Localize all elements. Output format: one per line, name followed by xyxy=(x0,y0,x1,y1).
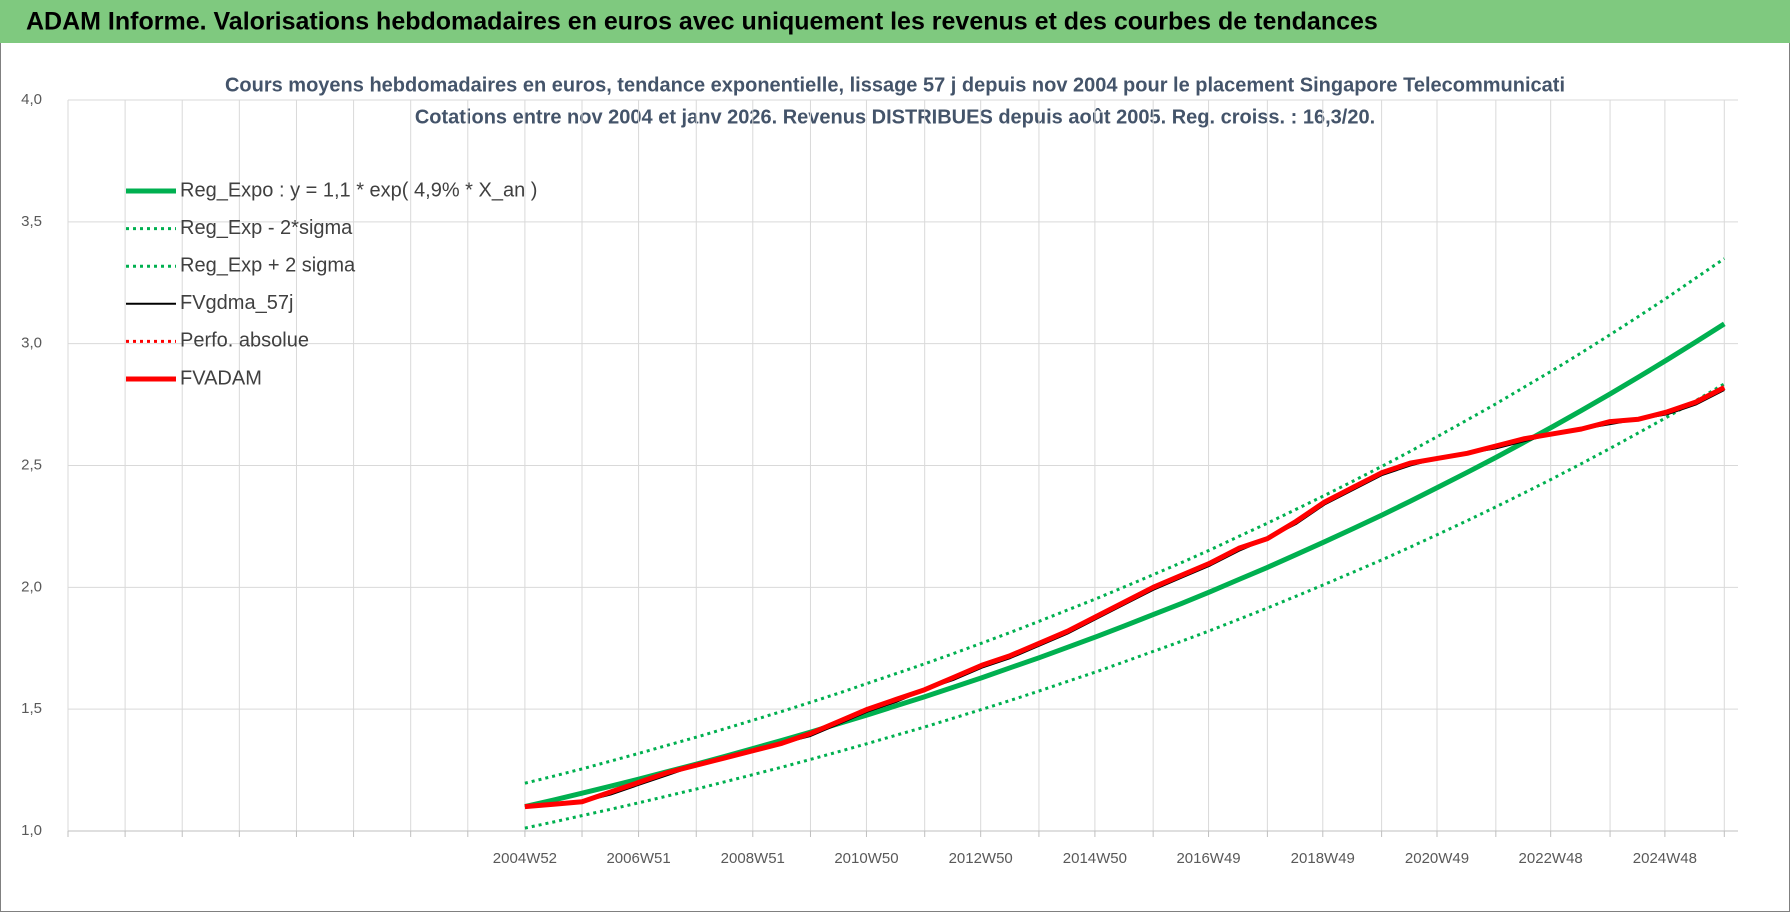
x-tick-label: 2012W50 xyxy=(949,850,1013,867)
chart-subtitle: Cotations entre nov 2004 et janv 2026. R… xyxy=(415,106,1375,128)
x-tick-label: 2008W51 xyxy=(721,850,785,867)
series-line xyxy=(524,385,1726,810)
y-tick-label: 2,5 xyxy=(21,456,42,473)
legend-label: Reg_Exp - 2*sigma xyxy=(180,217,353,239)
x-tick-label: 2016W49 xyxy=(1176,850,1240,867)
x-tick-label: 2010W50 xyxy=(834,850,898,867)
x-tick-label: 2018W49 xyxy=(1291,850,1355,867)
x-tick-label: 2006W51 xyxy=(606,850,670,867)
legend-label: FVADAM xyxy=(180,367,262,389)
legend-label: Reg_Exp + 2 sigma xyxy=(180,254,356,276)
series-line xyxy=(524,257,1726,785)
x-tick-label: 2024W48 xyxy=(1633,850,1697,867)
chart-title: Cours moyens hebdomadaires en euros, ten… xyxy=(225,74,1565,96)
y-tick-label: 1,0 xyxy=(21,822,42,839)
series-line xyxy=(524,382,1726,830)
y-tick-label: 3,5 xyxy=(21,213,42,230)
x-tick-label: 2022W48 xyxy=(1519,850,1583,867)
y-tick-label: 2,0 xyxy=(21,578,42,595)
x-tick-label: 2020W49 xyxy=(1405,850,1469,867)
y-tick-label: 1,5 xyxy=(21,700,42,717)
header-title: ADAM Informe. Valorisations hebdomadaire… xyxy=(26,8,1378,36)
x-tick-label: 2004W52 xyxy=(493,850,557,867)
y-tick-label: 3,0 xyxy=(21,335,42,352)
x-tick-label: 2014W50 xyxy=(1063,850,1127,867)
legend-label: Reg_Expo : y = 1,1 * exp( 4,9% * X_an ) xyxy=(180,179,537,201)
header-bar xyxy=(0,0,1790,43)
legend-label: FVgdma_57j xyxy=(180,292,293,314)
y-tick-label: 4,0 xyxy=(21,91,42,108)
legend-label: Perfo. absolue xyxy=(180,330,309,352)
